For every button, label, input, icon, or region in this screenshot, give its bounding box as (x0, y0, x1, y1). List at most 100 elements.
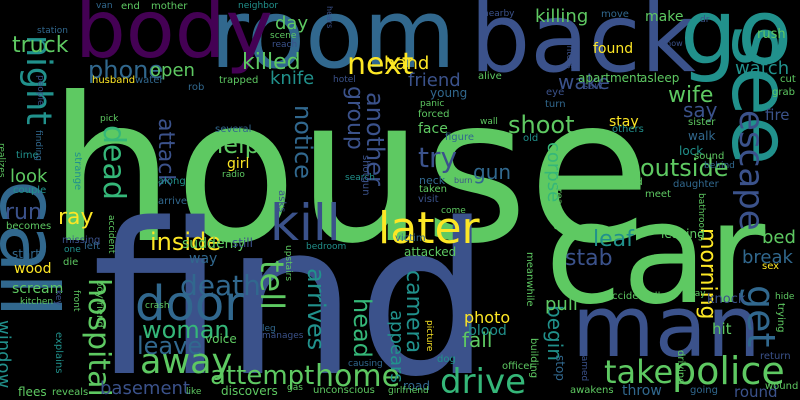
word-wake: wake (558, 70, 610, 94)
word-hears: hears (325, 6, 334, 29)
word-come: come (441, 206, 466, 216)
word-wound: wound (765, 381, 799, 392)
word-end: end (121, 1, 140, 12)
word-behind: behind (704, 161, 735, 171)
word-basement: basement (100, 378, 190, 399)
word-becomes: becomes (6, 221, 52, 232)
word-explains: explains (53, 332, 64, 374)
word-dr: dr (700, 15, 710, 25)
word-trying: trying (775, 303, 786, 333)
word-photo: photo (464, 308, 511, 327)
word-go: go (680, 0, 793, 85)
word-rush: rush (757, 27, 786, 42)
word-forced: forced (418, 109, 450, 120)
word-wife: wife (668, 83, 714, 108)
word-dead: dead (96, 125, 131, 200)
word-station: station (37, 26, 68, 36)
word-stay: stay (609, 114, 639, 130)
word-watch: watch (735, 58, 790, 79)
word-hide: hide (775, 292, 795, 302)
word-man: man (572, 278, 761, 377)
word-manages: manages (262, 331, 304, 341)
word-death: death (180, 269, 261, 302)
word-start: start (12, 247, 40, 261)
word-screaming: screaming (553, 178, 564, 231)
word-panic: panic (420, 99, 445, 109)
word-pull: pull (545, 294, 578, 315)
word-woman: woman (142, 316, 230, 344)
word-sister: sister (688, 117, 716, 128)
word-wood: wood (14, 261, 52, 277)
word-escape: escape (731, 110, 771, 231)
word-building: building (528, 338, 539, 379)
word-home: home (315, 359, 401, 394)
word-hotel: hotel (333, 75, 356, 85)
word-meet: meet (645, 189, 671, 200)
word-others: others (612, 124, 644, 135)
word-child: child (619, 177, 643, 188)
word-reveals: reveals (52, 387, 89, 398)
word-cut: cut (780, 74, 796, 85)
word-named: named (579, 350, 589, 382)
word-realizes: realizes (0, 143, 6, 178)
word-picture: picture (424, 320, 434, 352)
word-house: house (48, 55, 652, 288)
word-car: car (545, 173, 766, 336)
word-accident: accident (106, 215, 116, 254)
word-officer: officer (502, 361, 534, 372)
word-neck: neck (419, 174, 446, 187)
word-gun: gun (473, 160, 512, 184)
word-water: water (135, 75, 164, 86)
word-figure: figure (445, 132, 475, 143)
word-hit: hit (712, 320, 732, 338)
word-stab: stab (565, 246, 613, 271)
word-radio: radio (222, 170, 245, 180)
word-found: found (593, 41, 634, 57)
word-sound: sound (694, 151, 725, 162)
word-key: key (53, 290, 63, 306)
word-walk: walk (688, 129, 716, 143)
word-fall: fall (462, 328, 493, 352)
word-crash: crash (145, 301, 170, 311)
word-asleep: asleep (640, 71, 680, 85)
word-knife: knife (270, 68, 315, 89)
word-voice: voice (205, 332, 237, 346)
word-find: find (92, 178, 491, 400)
word-girlfriend: girlfriend (388, 386, 429, 396)
word-wall: wall (480, 117, 498, 127)
word-make: make (645, 9, 684, 25)
word-police: police (672, 349, 785, 393)
word-phone: phone (88, 56, 164, 84)
word-burn: burn (454, 176, 473, 185)
word-body: body (75, 0, 273, 76)
word-rob: rob (188, 82, 205, 93)
word-group: group (342, 86, 367, 150)
word-attacked: attacked (404, 245, 457, 259)
word-move: move (601, 9, 629, 20)
word-next: next (347, 47, 414, 82)
word-accidentally: accidentally (606, 291, 667, 302)
word-shotgun: shotgun (360, 155, 371, 196)
word-scene: scene (270, 31, 297, 41)
word-boyfriend: boyfriend (94, 280, 105, 328)
word-bedroom: bedroom (306, 242, 347, 252)
word-going: going (690, 385, 718, 396)
word-appears: appears (386, 310, 407, 383)
word-turn: turn (545, 99, 566, 110)
word-outside: outside (640, 154, 729, 182)
word-blood: blood (468, 323, 507, 339)
word-die: die (63, 257, 79, 268)
word-room: room (210, 0, 456, 90)
word-killing: killing (535, 6, 589, 27)
word-arrives: arrives (302, 268, 330, 351)
word-shoot: shoot (508, 111, 575, 139)
word-leave: leave (137, 332, 203, 360)
word-taken: taken (419, 184, 447, 195)
word-knock: knock (707, 292, 746, 307)
word-open: open (150, 60, 195, 81)
word-unconscious: unconscious (313, 385, 375, 396)
word-girl: girl (227, 156, 250, 172)
word-away: away (140, 342, 233, 382)
word-back: back (470, 0, 696, 94)
word-along: along (158, 176, 186, 187)
